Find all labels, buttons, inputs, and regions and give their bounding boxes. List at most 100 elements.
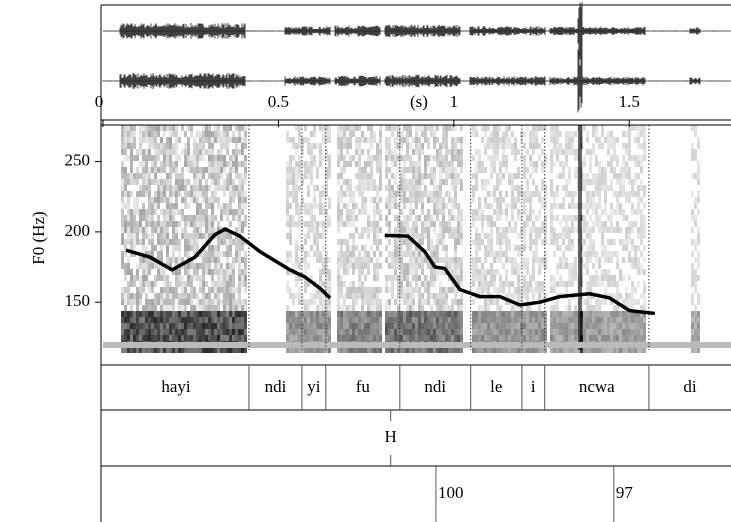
spectrogram-cell xyxy=(322,203,325,209)
spectrogram-cell xyxy=(478,287,481,293)
spectrogram-cell xyxy=(457,257,460,263)
spectrogram-cell xyxy=(505,131,508,137)
spectrogram-cell xyxy=(214,179,217,185)
spectrogram-cell xyxy=(691,143,694,149)
spectrogram-cell xyxy=(232,311,235,317)
spectrogram-cell xyxy=(433,293,436,299)
spectrogram-cell xyxy=(457,311,460,317)
spectrogram-cell xyxy=(121,329,124,335)
spectrogram-cell xyxy=(157,329,160,335)
spectrogram-cell xyxy=(451,227,454,233)
spectrogram-cell xyxy=(226,137,229,143)
spectrogram-cell xyxy=(310,203,313,209)
spectrogram-cell xyxy=(394,191,397,197)
spectrogram-cell xyxy=(589,155,592,161)
spectrogram-cell xyxy=(613,323,616,329)
spectrogram-cell xyxy=(205,227,208,233)
spectrogram-cell xyxy=(310,167,313,173)
spectrogram-cell xyxy=(145,335,148,341)
spectrogram-cell xyxy=(202,251,205,257)
spectrogram-cell xyxy=(385,137,388,143)
spectrogram-cell xyxy=(406,305,409,311)
spectrogram-cell xyxy=(553,143,556,149)
spectrogram-cell xyxy=(445,305,448,311)
spectrogram-cell xyxy=(499,281,502,287)
spectrogram-cell xyxy=(526,305,529,311)
spectrogram-cell xyxy=(643,299,646,305)
spectrogram-cell xyxy=(223,143,226,149)
spectrogram-cell xyxy=(493,221,496,227)
spectrogram-cell xyxy=(511,185,514,191)
spectrogram-cell xyxy=(496,155,499,161)
spectrogram-cell xyxy=(295,221,298,227)
spectrogram-cell xyxy=(121,209,124,215)
spectrogram-cell xyxy=(487,143,490,149)
spectrogram-cell xyxy=(136,191,139,197)
spectrogram-cell xyxy=(568,137,571,143)
spectrogram-cell xyxy=(625,131,628,137)
spectrogram-cell xyxy=(502,155,505,161)
spectrogram-cell xyxy=(136,287,139,293)
spectrogram-cell xyxy=(205,293,208,299)
spectrogram-cell xyxy=(523,227,526,233)
spectrogram-cell xyxy=(124,155,127,161)
spectrogram-cell xyxy=(448,191,451,197)
spectrogram-cell xyxy=(367,179,370,185)
spectrogram-cell xyxy=(151,281,154,287)
spectrogram-cell xyxy=(556,335,559,341)
spectrogram-cell xyxy=(400,173,403,179)
spectrogram-cell xyxy=(427,275,430,281)
spectrogram-cell xyxy=(490,317,493,323)
spectrogram-cell xyxy=(460,209,463,215)
spectrogram-cell xyxy=(415,281,418,287)
spectrogram-cell xyxy=(244,161,247,167)
spectrogram-cell xyxy=(319,203,322,209)
spectrogram-cell xyxy=(304,167,307,173)
spectrogram-cell xyxy=(529,173,532,179)
spectrogram-cell xyxy=(385,125,388,131)
spectrogram-cell xyxy=(631,185,634,191)
spectrogram-cell xyxy=(511,305,514,311)
spectrogram-cell xyxy=(316,233,319,239)
spectrogram-cell xyxy=(583,221,586,227)
spectrogram-cell xyxy=(643,293,646,299)
spectrogram-cell xyxy=(505,251,508,257)
spectrogram-cell xyxy=(643,191,646,197)
spectrogram-cell xyxy=(226,299,229,305)
spectrogram-cell xyxy=(583,263,586,269)
spectrogram-cell xyxy=(442,125,445,131)
spectrogram-cell xyxy=(340,251,343,257)
spectrogram-cell xyxy=(355,263,358,269)
spectrogram-cell xyxy=(526,257,529,263)
spectrogram-cell xyxy=(244,299,247,305)
spectrogram-cell xyxy=(436,215,439,221)
spectrogram-cell xyxy=(361,287,364,293)
spectrogram-cell xyxy=(373,287,376,293)
spectrogram-cell xyxy=(229,317,232,323)
spectrogram-cell xyxy=(499,311,502,317)
spectrogram-cell xyxy=(559,203,562,209)
spectrogram-cell xyxy=(457,275,460,281)
spectrogram-cell xyxy=(487,317,490,323)
spectrogram-cell xyxy=(553,287,556,293)
spectrogram-cell xyxy=(619,293,622,299)
spectrogram-cell xyxy=(328,215,331,221)
spectrogram-cell xyxy=(505,155,508,161)
spectrogram-cell xyxy=(481,137,484,143)
spectrogram-cell xyxy=(307,227,310,233)
spectrogram-cell xyxy=(349,281,352,287)
spectrogram-cell xyxy=(154,329,157,335)
spectrogram-cell xyxy=(613,191,616,197)
spectrogram-cell xyxy=(370,185,373,191)
spectrogram-cell xyxy=(238,131,241,137)
spectrogram-cell xyxy=(601,239,604,245)
spectrogram-cell xyxy=(367,317,370,323)
spectrogram-cell xyxy=(403,161,406,167)
spectrogram-cell xyxy=(208,221,211,227)
interval-label: fu xyxy=(356,377,371,396)
spectrogram-cell xyxy=(505,233,508,239)
spectrogram-cell xyxy=(526,317,529,323)
spectrogram-cell xyxy=(121,323,124,329)
spectrogram-cell xyxy=(460,239,463,245)
